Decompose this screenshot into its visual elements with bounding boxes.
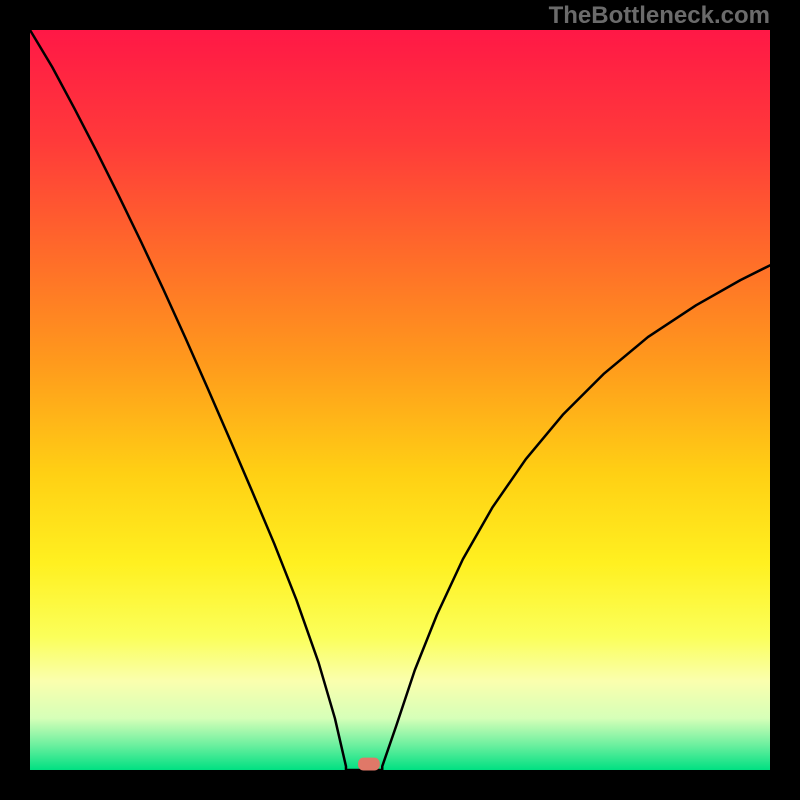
plot-background bbox=[30, 30, 770, 770]
watermark-text: TheBottleneck.com bbox=[549, 2, 770, 30]
chart-container: TheBottleneck.com bbox=[0, 0, 800, 800]
bottleneck-chart bbox=[0, 0, 800, 800]
optimal-marker bbox=[359, 758, 380, 770]
